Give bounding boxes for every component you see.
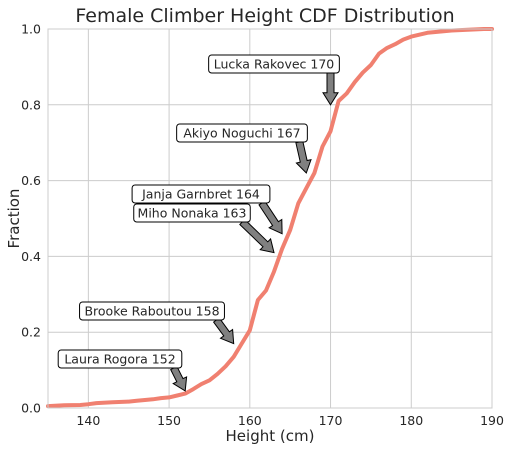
annotation-label: Brooke Raboutou 158 — [84, 304, 219, 319]
y-tick-label: 0.6 — [21, 173, 41, 188]
x-tick-label: 160 — [238, 413, 262, 428]
annotation-label: Akiyo Noguchi 167 — [183, 126, 300, 141]
annotation-arrow — [322, 72, 339, 106]
x-axis-label: Height (cm) — [226, 427, 315, 445]
annotation-box — [133, 203, 251, 223]
y-tick-label: 0.8 — [21, 97, 41, 112]
annotation-label: Miho Nonaka 163 — [138, 206, 247, 221]
annotation-box — [176, 123, 308, 143]
annotation-box — [79, 301, 225, 321]
plot-area — [46, 27, 494, 409]
annotation-arrow — [170, 365, 188, 392]
annotation-label: Janja Garnbret 164 — [141, 187, 260, 202]
annotation-box — [57, 349, 183, 369]
x-tick-label: 180 — [399, 413, 423, 428]
plot-frame — [47, 28, 493, 409]
annotation: Janja Garnbret 164 — [131, 184, 283, 235]
y-axis-label: Fraction — [5, 189, 23, 249]
annotation: Laura Rogora 152 — [57, 349, 188, 392]
tick-labels: 140 150 160 170 180 190 0.0 0.2 0.4 0.6 0.8 1.0 — [21, 22, 504, 429]
annotation: Akiyo Noguchi 167 — [176, 123, 312, 174]
annotation: Miho Nonaka 163 — [133, 203, 275, 254]
y-tick-label: 0.4 — [21, 249, 41, 264]
annotation-label: Laura Rogora 152 — [64, 352, 175, 367]
cdf-line — [46, 27, 494, 409]
x-tick-label: 170 — [319, 413, 343, 428]
x-tick-label: 190 — [480, 413, 504, 428]
y-tick-label: 0.2 — [21, 325, 41, 340]
x-tick-label: 140 — [76, 413, 100, 428]
annotation-box — [131, 184, 271, 204]
annotation-label: Lucka Rakovec 170 — [214, 57, 335, 72]
y-tick-label: 1.0 — [21, 22, 41, 37]
annotation-layer: Lucka Rakovec 170 Akiyo Noguchi 167 Janja … — [57, 54, 340, 392]
annotation: Lucka Rakovec 170 — [208, 54, 340, 106]
annotation-arrow — [212, 317, 235, 345]
chart-title: Female Climber Height CDF Distribution — [75, 5, 454, 27]
y-tick-label: 0.0 — [21, 401, 41, 416]
x-tick-label: 150 — [157, 413, 181, 428]
annotation-arrow — [239, 218, 275, 254]
annotation: Brooke Raboutou 158 — [79, 301, 235, 345]
annotation-arrow — [295, 140, 312, 174]
annotation-arrow — [258, 200, 283, 235]
annotation-box — [208, 54, 340, 74]
